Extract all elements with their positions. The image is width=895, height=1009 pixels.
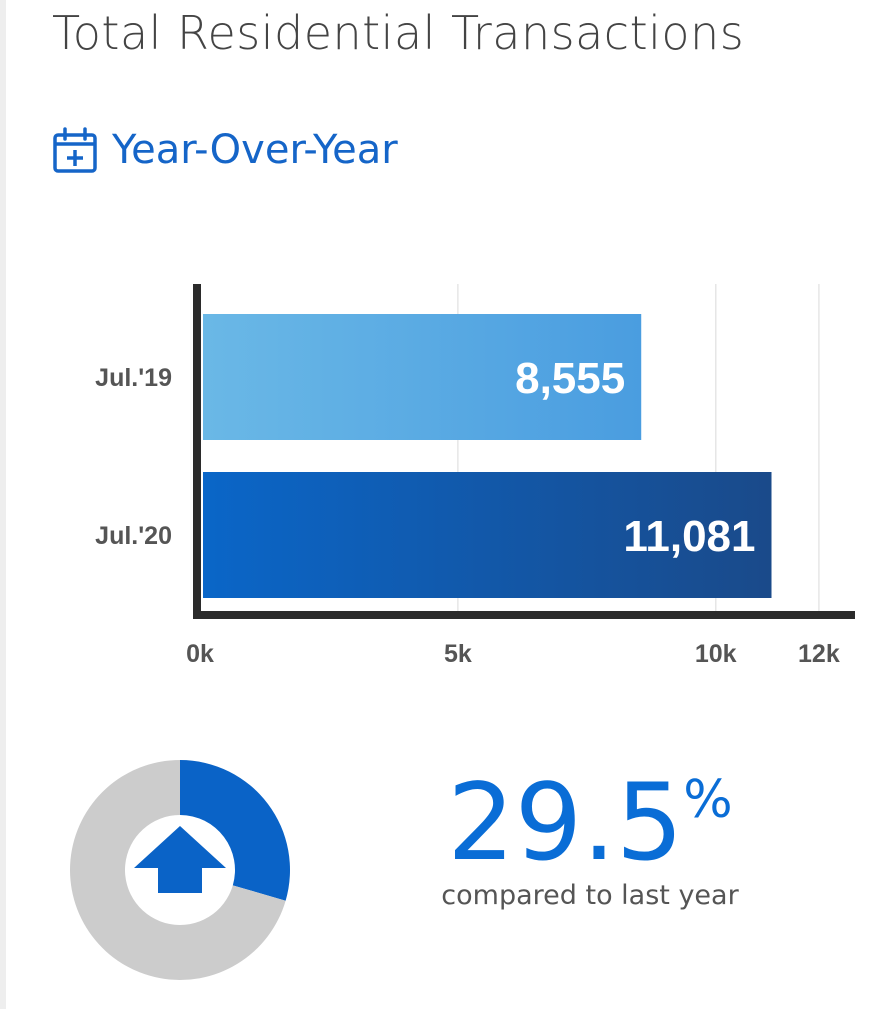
- change-summary: 29.5% compared to last year: [400, 770, 780, 912]
- change-value: 29.5: [447, 761, 684, 884]
- calendar-plus-icon: [53, 127, 97, 173]
- x-tick-label-1: 5k: [444, 640, 472, 668]
- change-percentage: 29.5%: [400, 770, 780, 876]
- x-tick-label-0: 0k: [186, 640, 214, 668]
- change-unit: %: [683, 770, 733, 830]
- y-axis-line: [193, 284, 201, 618]
- bar-value-label-0: 8,555: [515, 354, 625, 403]
- bar-0: [203, 314, 642, 440]
- donut-slice-1: [69, 760, 286, 980]
- category-label-0: Jul.'19: [95, 364, 172, 392]
- category-label-1: Jul.'20: [95, 522, 172, 550]
- section-label: Year-Over-Year: [112, 127, 398, 173]
- x-axis-line: [193, 611, 855, 619]
- change-caption: compared to last year: [441, 880, 739, 911]
- page-left-border: [0, 0, 6, 1009]
- bar-1: [203, 472, 772, 598]
- bar-value-label-1: 11,081: [623, 512, 755, 561]
- change-donut-chart: [69, 760, 290, 980]
- x-tick-label-3: 12k: [798, 640, 840, 668]
- page-title: Total Residential Transactions: [52, 6, 745, 60]
- donut-slice-0: [180, 760, 290, 901]
- section-header: Year-Over-Year: [52, 126, 398, 174]
- x-tick-label-2: 10k: [695, 640, 737, 668]
- bar-chart: 8,555 Jul.'19 11,081 Jul.'20 0k 5k 10k 12k: [95, 284, 855, 668]
- arrow-up-icon: [134, 826, 226, 893]
